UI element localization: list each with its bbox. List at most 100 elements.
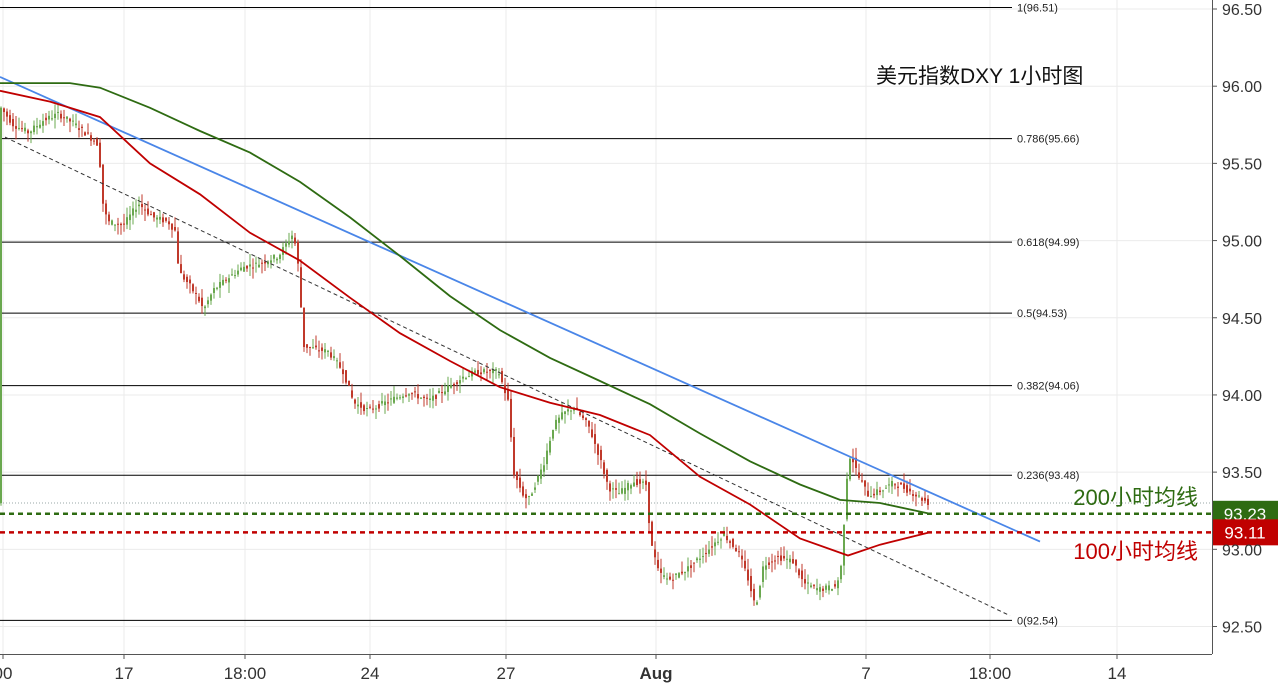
candle-body — [528, 496, 530, 498]
candle-body — [723, 533, 725, 536]
candle-body — [915, 494, 917, 497]
candle-body — [36, 126, 38, 128]
candle-body — [663, 575, 665, 577]
candle-body — [18, 127, 20, 129]
candle-body — [651, 521, 653, 546]
candle-body — [588, 420, 590, 427]
candle-body — [168, 221, 170, 225]
candle-body — [630, 485, 632, 489]
candle-body — [396, 397, 398, 399]
fib-level-label: 0.382(94.06) — [1017, 381, 1079, 393]
candle-body — [51, 118, 53, 120]
candle-body — [453, 383, 455, 386]
candle-body — [777, 555, 779, 557]
candle-body — [840, 565, 842, 580]
candle-body — [654, 549, 656, 558]
candle-body — [141, 203, 143, 208]
candle-body — [873, 493, 875, 496]
candle-body — [405, 395, 407, 397]
candle-body — [222, 279, 224, 285]
candle-body — [228, 278, 230, 283]
downtrend-line — [0, 76, 1041, 543]
candle-body — [693, 562, 695, 564]
candle-body — [381, 401, 383, 404]
candle-body — [123, 223, 125, 225]
candle-body — [354, 399, 356, 404]
candle-body — [90, 135, 92, 141]
candle-body — [117, 223, 119, 225]
candle-body — [129, 214, 131, 221]
candle-body — [297, 241, 299, 264]
candle-body — [9, 115, 11, 123]
candle-body — [795, 559, 797, 566]
candle-body — [342, 369, 344, 375]
candle-body — [315, 345, 317, 348]
candle-body — [309, 346, 311, 348]
candle-body — [444, 391, 446, 395]
candle-body — [336, 360, 338, 362]
candle-body — [261, 262, 263, 264]
candle-body — [849, 458, 851, 480]
candle-body — [393, 396, 395, 403]
candle-body — [231, 274, 233, 276]
candle-body — [513, 436, 515, 476]
price-tag — [1213, 519, 1278, 546]
y-tick-label: 94.50 — [1222, 311, 1262, 328]
candle-body — [456, 382, 458, 385]
candle-body — [591, 429, 593, 438]
candle-body — [153, 212, 155, 218]
candle-body — [138, 204, 140, 207]
candle-body — [537, 475, 539, 482]
candle-body — [669, 576, 671, 580]
candle-body — [312, 347, 314, 349]
candle-body — [378, 404, 380, 409]
candle-body — [237, 270, 239, 275]
candle-body — [60, 113, 62, 119]
ma-levels: 200小时均线 93.23 100小时均线 93.11 — [0, 485, 1278, 564]
candle-body — [81, 126, 83, 128]
candle-body — [39, 124, 41, 128]
candle-body — [183, 274, 185, 280]
candle-body — [180, 264, 182, 274]
candle-body — [624, 487, 626, 494]
candle-body — [567, 409, 569, 412]
candle-body — [402, 396, 404, 398]
candle-body — [108, 214, 110, 222]
candle-body — [72, 120, 74, 122]
candle-body — [234, 275, 236, 277]
candle-body — [78, 128, 80, 130]
candle-body — [57, 111, 59, 113]
candle-body — [258, 264, 260, 268]
candle-body — [498, 374, 500, 376]
candle-body — [771, 561, 773, 563]
candle-body — [252, 267, 254, 269]
candle-body — [828, 585, 830, 591]
candle-body — [603, 462, 605, 474]
candle-body — [690, 565, 692, 568]
fib-level-label: 0.618(94.99) — [1017, 237, 1079, 249]
candle-body — [558, 417, 560, 423]
candle-body — [423, 396, 425, 399]
candle-body — [867, 490, 869, 497]
x-tick-label: Aug — [639, 664, 672, 683]
candle-body — [348, 380, 350, 386]
candle-body — [738, 551, 740, 553]
candle-body — [369, 406, 371, 408]
candle-body — [780, 555, 782, 561]
candle-body — [783, 555, 785, 559]
candle-body — [660, 568, 662, 573]
candle-body — [882, 490, 884, 492]
candle-body — [171, 223, 173, 230]
candle-body — [495, 369, 497, 371]
candle-body — [657, 559, 659, 569]
candle-body — [390, 398, 392, 400]
candle-body — [897, 486, 899, 488]
candle-body — [426, 397, 428, 399]
ma-level-label: 200小时均线 — [1073, 485, 1198, 510]
candle-body — [570, 410, 572, 412]
candle-body — [276, 258, 278, 261]
candle-body — [687, 566, 689, 572]
candle-body — [339, 362, 341, 368]
candle-body — [888, 484, 890, 486]
candle-body — [894, 484, 896, 486]
